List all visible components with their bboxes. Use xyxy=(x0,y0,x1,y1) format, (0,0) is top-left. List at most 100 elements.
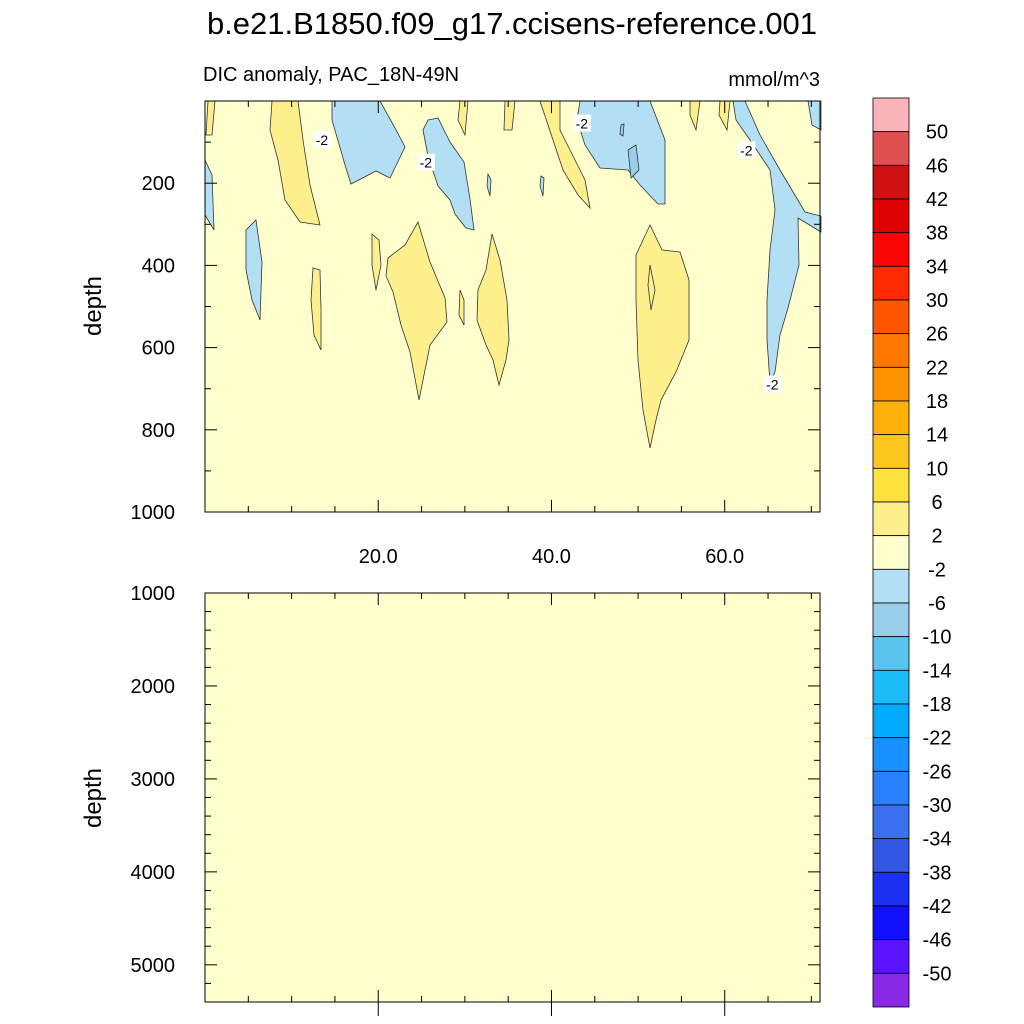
contour-label: -2 xyxy=(312,131,331,149)
chart-title: b.e21.B1850.f09_g17.ccisens-reference.00… xyxy=(207,6,817,41)
contour-label: -2 xyxy=(763,375,782,393)
contour-region xyxy=(539,175,545,197)
colorbar-label: -10 xyxy=(923,627,952,649)
colorbar: 50 46 42 38 34 30 26 22 18 14 10 6 2 -2 -6 -10 -14 -18 -22… xyxy=(872,97,952,1008)
bottom-panel: 1000 2000 3000 4000 5000 depth xyxy=(80,583,821,1016)
colorbar-label: 38 xyxy=(926,223,948,245)
colorbar-label: -50 xyxy=(923,963,952,985)
colorbar-box xyxy=(872,737,910,772)
contour-region xyxy=(647,264,656,311)
contour-label: -2 xyxy=(572,114,591,132)
contour-region xyxy=(310,267,322,351)
colorbar-box xyxy=(872,232,910,267)
colorbar-box xyxy=(872,299,910,335)
contour-label: -2 xyxy=(737,141,756,159)
colorbar-box xyxy=(872,568,910,604)
contour-region xyxy=(732,100,822,384)
y-tick-label: 200 xyxy=(142,173,175,195)
colorbar-label: -18 xyxy=(923,694,952,716)
x-tick-label: 40.0 xyxy=(532,546,571,568)
colorbar-box xyxy=(872,366,910,402)
contour-region xyxy=(619,123,625,137)
contour-region xyxy=(486,172,492,197)
colorbar-box xyxy=(872,467,910,503)
colorbar-box xyxy=(872,535,910,570)
y-tick-label: 800 xyxy=(142,420,175,442)
units-label: mmol/m^3 xyxy=(728,69,820,91)
colorbar-box xyxy=(872,838,910,873)
contour-region xyxy=(476,233,510,387)
contour-region xyxy=(331,100,406,185)
y-tick-label: 600 xyxy=(142,338,175,360)
colorbar-box xyxy=(872,333,910,368)
colorbar-box xyxy=(872,602,910,638)
top-y-axis-label: depth xyxy=(80,276,107,336)
colorbar-label: -30 xyxy=(923,795,952,817)
colorbar-label: 50 xyxy=(926,122,948,144)
colorbar-box xyxy=(872,164,910,200)
contour-region xyxy=(385,220,448,401)
colorbar-box xyxy=(872,703,910,739)
panel-subtitle: DIC anomaly, PAC_18N-49N xyxy=(203,64,459,86)
contour-label-text: -2 xyxy=(316,132,329,148)
contour-region xyxy=(576,100,666,205)
colorbar-box xyxy=(872,972,910,1008)
colorbar-label: 34 xyxy=(926,256,948,278)
colorbar-label: -42 xyxy=(923,896,952,918)
colorbar-label: 42 xyxy=(926,189,948,211)
colorbar-label: -14 xyxy=(923,660,952,682)
bottom-axis-ticks: 1000 2000 3000 4000 5000 xyxy=(131,583,820,1016)
contour-region xyxy=(245,219,263,321)
colorbar-label: -22 xyxy=(923,728,952,750)
bottom-plot-background xyxy=(205,593,820,1002)
colorbar-label: -46 xyxy=(923,930,952,952)
contour-label-text: -2 xyxy=(740,142,753,158)
y-tick-label: 400 xyxy=(142,255,175,277)
colorbar-label: 18 xyxy=(926,391,948,413)
contour-labels: -2 -2 -2 -2 -2 xyxy=(312,114,782,393)
moderate-negative-regions xyxy=(619,123,640,179)
colorbar-label: 46 xyxy=(926,155,948,177)
colorbar-label: 26 xyxy=(926,324,948,346)
colorbar-box xyxy=(872,804,910,840)
bottom-y-axis-label: depth xyxy=(80,768,107,828)
y-tick-label: 2000 xyxy=(131,676,176,698)
colorbar-label: -2 xyxy=(928,559,946,581)
colorbar-box xyxy=(872,939,910,974)
colorbar-box xyxy=(872,905,910,941)
colorbar-label: 10 xyxy=(926,458,948,480)
colorbar-box xyxy=(872,669,910,705)
colorbar-label: 2 xyxy=(931,526,942,548)
y-tick-label: 1000 xyxy=(131,502,176,524)
colorbar-box xyxy=(872,636,910,671)
contour-region xyxy=(539,100,591,210)
colorbar-box xyxy=(872,434,910,469)
colorbar-box xyxy=(872,131,910,166)
y-tick-label: 5000 xyxy=(131,955,176,977)
contour-label: -2 xyxy=(416,153,435,171)
contour-region xyxy=(458,289,465,326)
colorbar-box xyxy=(872,400,910,436)
colorbar-label: 22 xyxy=(926,357,948,379)
colorbar-label: 14 xyxy=(926,425,948,447)
contour-label-text: -2 xyxy=(576,116,589,132)
colorbar-box xyxy=(872,871,910,907)
colorbar-label: 6 xyxy=(931,492,942,514)
colorbar-label: 30 xyxy=(926,290,948,312)
colorbar-box xyxy=(872,198,910,234)
positive-anomaly-regions xyxy=(205,100,731,449)
colorbar-box xyxy=(872,770,910,806)
x-tick-label: 60.0 xyxy=(705,546,744,568)
negative-anomaly-regions xyxy=(204,100,822,384)
top-axis-ticks: 200 400 600 800 1000 20.0 40.0 60.0 xyxy=(131,101,820,568)
colorbar-label: -38 xyxy=(923,862,952,884)
y-tick-label: 4000 xyxy=(131,862,176,884)
x-tick-label: 20.0 xyxy=(359,546,398,568)
contour-region xyxy=(269,100,321,226)
y-tick-label: 1000 xyxy=(131,583,176,605)
contour-region xyxy=(627,144,640,179)
contour-label-text: -2 xyxy=(420,155,433,171)
colorbar-label: -26 xyxy=(923,761,952,783)
